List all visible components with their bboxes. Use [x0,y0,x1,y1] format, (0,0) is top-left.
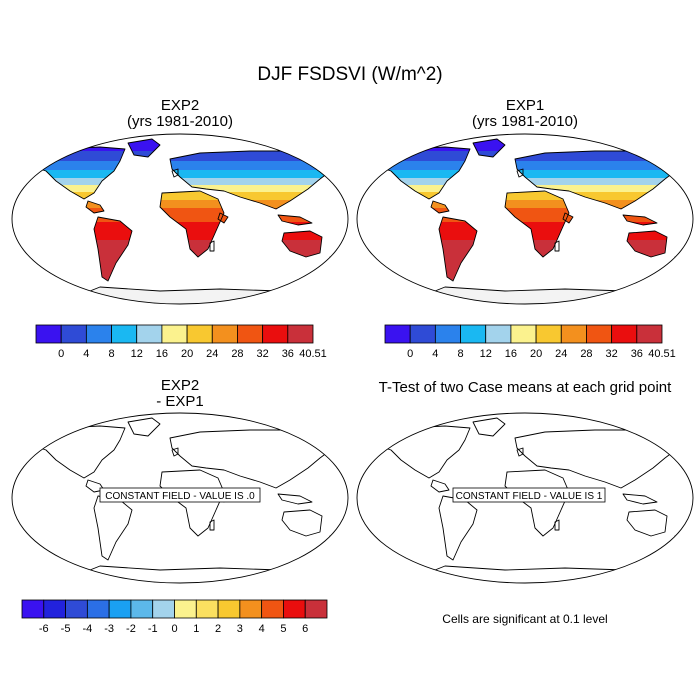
map-exp1 [345,129,700,310]
colorbar-swatch [195,599,219,619]
colorbar-swatch [261,599,284,619]
colorbar-tick-label: 16 [156,348,168,360]
panel-diff-title-line2: - EXP1 [156,393,204,410]
colorbar-tick-label: 4 [83,348,89,360]
colorbar-swatch [384,324,411,344]
colorbar-tick-label: 2 [215,623,221,635]
colorbar-swatch [136,324,163,344]
colorbar-swatch [152,599,175,619]
colorbar-tick-label: 8 [457,348,463,360]
colorbar-tick-label: 40.51 [648,348,676,360]
colorbar-swatch [409,324,436,344]
colorbar-swatch [174,599,197,619]
colorbar-exp1: 0 4 8 12 16 20 24 28 32 36 40.51 [384,324,676,360]
colorbar-tick-label: 40.51 [299,348,327,360]
colorbar-swatch [560,324,587,344]
panel-exp1-title: EXP1 (yrs 1981-2010) [375,98,675,130]
constant-label-diff-text: CONSTANT FIELD - VALUE IS .0 [105,491,255,502]
colorbar-swatch [186,324,213,344]
colorbar-tick-label: 6 [302,623,308,635]
constant-label-ttest-text: CONSTANT FIELD - VALUE IS 1 [456,491,603,502]
panel-exp1-title-line1: EXP1 [505,97,545,114]
colorbar-swatch [111,324,138,344]
colorbar-swatch [65,599,88,619]
colorbar-swatch [636,324,663,344]
colorbar-tick-label: 36 [631,348,643,360]
colorbar-tick-label: 5 [280,623,286,635]
colorbar-tick-label: 4 [432,348,438,360]
colorbar-tick-label: 0 [58,348,64,360]
colorbar-swatch [586,324,613,344]
colorbar-swatch [161,324,188,344]
colorbar-swatch [43,599,66,619]
colorbar-swatch [239,599,263,619]
colorbar-tick-label: -6 [39,623,49,635]
colorbar-swatch [85,324,112,344]
colorbar-tick-label: -4 [82,623,92,635]
colorbar-diff: -6 -5 -4 -3 -2 -1 0 1 2 3 4 5 6 [21,599,328,635]
constant-label-ttest: CONSTANT FIELD - VALUE IS 1 [452,487,606,503]
colorbar-tick-label: 20 [181,348,193,360]
panel-exp2-title-line2: (yrs 1981-2010) [127,113,233,130]
colorbar-tick-label: -2 [126,623,136,635]
colorbar-swatch [304,599,328,619]
colorbar-tick-label: 28 [580,348,592,360]
colorbar-swatch [21,599,45,619]
colorbar-tick-label: 36 [282,348,294,360]
colorbar-tick-label: 28 [231,348,243,360]
colorbar-tick-label: 12 [480,348,492,360]
panel-diff-title: EXP2 - EXP1 [30,378,330,410]
colorbar-tick-label: 32 [257,348,269,360]
colorbar-swatch [485,324,512,344]
colorbar-swatch [108,599,132,619]
colorbar-swatch [60,324,87,344]
colorbar-tick-label: -1 [148,623,158,635]
colorbar-tick-label: 0 [171,623,177,635]
colorbar-swatch [283,599,306,619]
panel-ttest-title: T-Test of two Case means at each grid po… [378,379,672,396]
figure-title: DJF FSDSVI (W/m^2) [257,64,443,85]
colorbar-exp2: 0 4 8 12 16 20 24 28 32 36 40.51 [35,324,327,360]
colorbar-tick-label: 1 [193,623,199,635]
colorbar-tick-label: 8 [108,348,114,360]
map-exp2 [0,129,360,310]
colorbar-tick-label: 24 [555,348,567,360]
colorbar-tick-label: 32 [606,348,618,360]
colorbar-swatch [211,324,238,344]
constant-label-diff: CONSTANT FIELD - VALUE IS .0 [99,487,261,503]
colorbar-swatch [510,324,537,344]
panel-exp2-title: EXP2 (yrs 1981-2010) [30,98,330,130]
colorbar-swatch [35,324,62,344]
colorbar-swatch [535,324,562,344]
colorbar-swatch [237,324,264,344]
colorbar-tick-label: 4 [259,623,265,635]
colorbar-swatch [130,599,154,619]
colorbar-tick-label: 0 [407,348,413,360]
colorbar-swatch [460,324,487,344]
colorbar-tick-label: 16 [505,348,517,360]
colorbar-tick-label: 12 [131,348,143,360]
colorbar-tick-label: 20 [530,348,542,360]
colorbar-tick-label: 24 [206,348,218,360]
colorbar-swatch [262,324,289,344]
colorbar-swatch [86,599,110,619]
colorbar-swatch [611,324,638,344]
panel-exp2-title-line1: EXP2 [160,97,200,114]
colorbar-swatch [217,599,241,619]
panel-exp1-title-line2: (yrs 1981-2010) [472,113,578,130]
colorbar-tick-label: -5 [61,623,71,635]
colorbar-tick-label: -3 [104,623,114,635]
colorbar-swatch [287,324,314,344]
colorbar-tick-label: 3 [237,623,243,635]
colorbar-swatch [434,324,461,344]
panel-diff-title-line1: EXP2 [160,377,200,394]
significance-note: Cells are significant at 0.1 level [442,612,608,626]
